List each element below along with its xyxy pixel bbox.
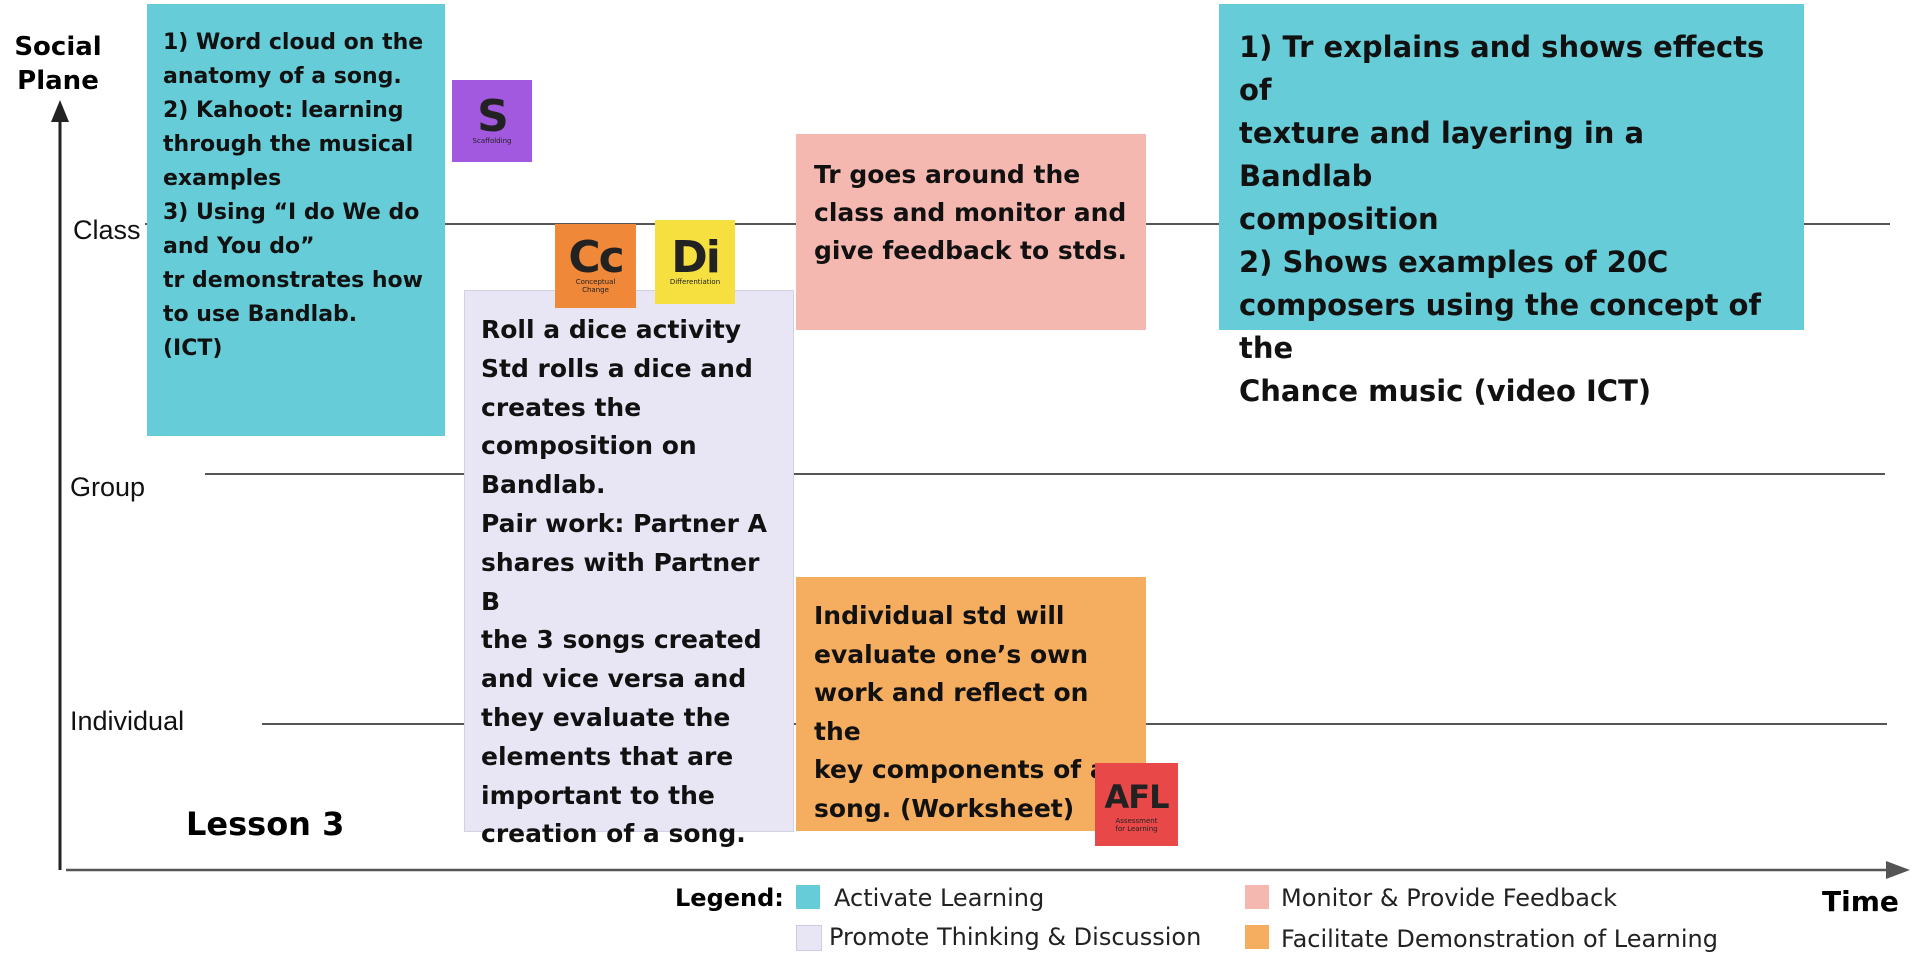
legend-swatch-activate — [796, 885, 820, 909]
conceptual-change-icon: Cc — [568, 232, 624, 283]
legend-label-activate: Activate Learning — [834, 884, 1045, 912]
scaffolding-icon: S — [477, 91, 509, 142]
y-axis-arrow — [51, 100, 69, 122]
x-axis-title: Time — [1822, 885, 1899, 918]
monitor-feedback-note: Tr goes around the class and monitor and… — [796, 134, 1146, 330]
facilitate-demonstration-note: Individual std will evaluate one’s own w… — [796, 577, 1146, 831]
legend-label-demonstrate: Facilitate Demonstration of Learning — [1281, 925, 1718, 953]
lesson-title: Lesson 3 — [186, 805, 345, 843]
plane-label-group: Group — [70, 472, 146, 502]
plane-label-individual: Individual — [70, 706, 185, 736]
differentiation-icon: Di — [671, 232, 721, 283]
plane-label-class: Class — [73, 215, 141, 245]
legend-swatch-monitor — [1245, 885, 1269, 909]
scaffolding-badge: S Scaffolding — [452, 80, 532, 162]
promote-thinking-note: Roll a dice activity Std rolls a dice an… — [464, 290, 794, 848]
activate-learning-note-1: 1) Word cloud on the anatomy of a song. … — [147, 4, 445, 436]
x-axis-arrow — [1886, 861, 1910, 879]
afl-icon: AFL — [1104, 777, 1169, 816]
activate-learning-note-2: 1) Tr explains and shows effects of text… — [1219, 4, 1804, 408]
legend-swatch-thinking — [796, 925, 822, 951]
group-plane-line — [205, 473, 1885, 475]
conceptual-change-badge: Cc Conceptual Change — [555, 224, 636, 308]
legend-swatch-demonstrate — [1245, 925, 1269, 949]
legend-label-monitor: Monitor & Provide Feedback — [1281, 884, 1618, 912]
y-axis-title: Social Plane — [14, 32, 102, 96]
differentiation-badge: Di Differentiation — [655, 220, 735, 304]
legend-label-thinking: Promote Thinking & Discussion — [829, 923, 1202, 951]
legend-title: Legend: — [675, 884, 784, 912]
afl-badge: AFL Assessment for Learning — [1095, 763, 1178, 846]
